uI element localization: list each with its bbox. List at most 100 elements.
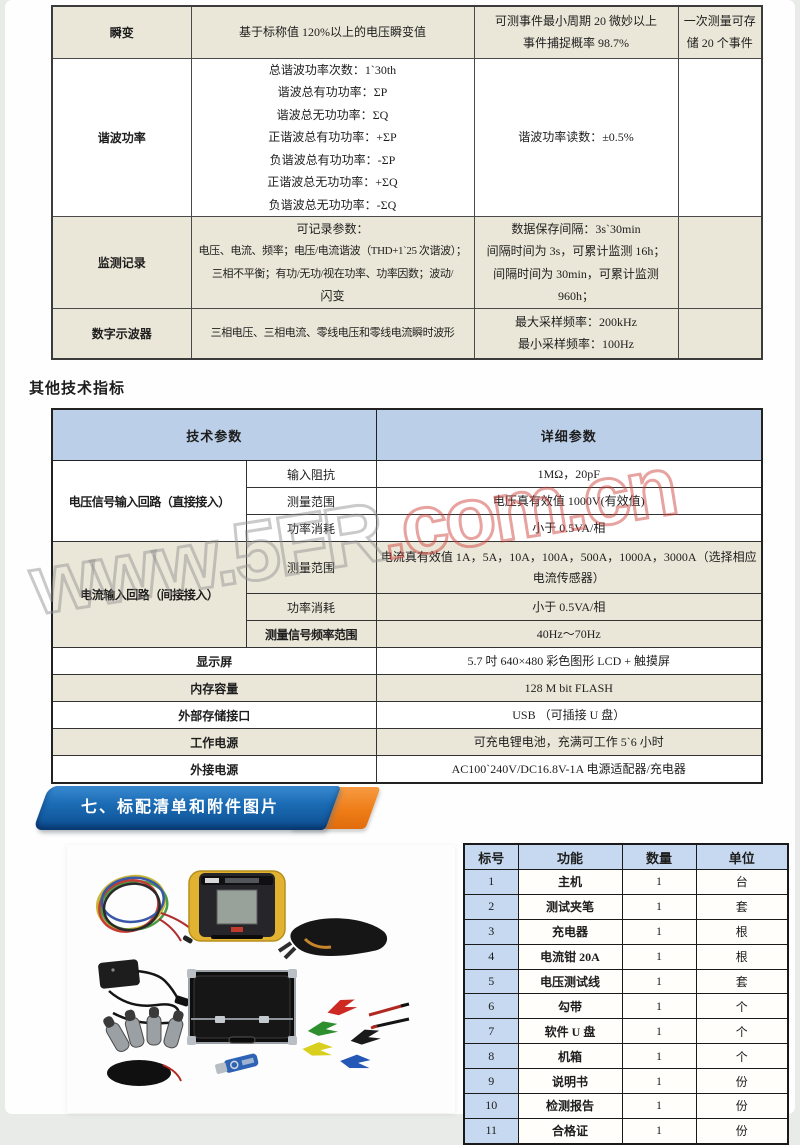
packing-cell-item: 软件 U 盘 <box>517 1018 623 1045</box>
packing-cell-item: 电流钳 20A <box>517 943 623 970</box>
tech-label-cell: 外部存储接口 <box>51 701 377 729</box>
cell-line: 电压、电流、频率；电压/电流谐波（THD+1`25 次谐波）； <box>198 245 467 257</box>
packing-cell-qty: 1 <box>621 943 697 970</box>
packing-header-row: 标号 功能 数量 单位 <box>463 843 789 870</box>
spec-cell-name: 瞬变 <box>51 5 192 59</box>
packing-cell-no: 5 <box>463 968 519 995</box>
product-photo <box>67 845 455 1113</box>
packing-row: 3 充电器 1 根 <box>463 918 789 945</box>
tech-row: 电压信号输入回路（直接接入） 输入阻抗 1MΩ，20pF <box>51 460 763 542</box>
cell-line: 总谐波功率次数：1`30th <box>268 62 397 77</box>
packing-header-no: 标号 <box>463 843 519 870</box>
packing-cell-qty: 1 <box>621 869 697 895</box>
spec-cell-note <box>677 57 763 217</box>
cell-line: 闪变 <box>320 289 345 303</box>
cell-line: 负谐波总有功功率：-ΣP <box>269 152 396 167</box>
packing-cell-no: 11 <box>463 1117 519 1145</box>
packing-row: 8 机箱 1 个 <box>463 1043 789 1070</box>
tech-label-cell: 外接电源 <box>51 755 377 784</box>
cell-line: 谐波功率读数：±0.5% <box>518 130 634 144</box>
packing-cell-unit: 个 <box>695 1043 789 1070</box>
packing-cell-no: 8 <box>463 1043 519 1070</box>
tech-label-cell: 内存容量 <box>51 674 377 702</box>
tech-label-cell: 工作电源 <box>51 728 377 756</box>
packing-cell-unit: 套 <box>695 893 789 920</box>
packing-cell-no: 9 <box>463 1068 519 1095</box>
packing-row: 11 合格证 1 份 <box>463 1117 789 1145</box>
packing-cell-no: 6 <box>463 993 519 1020</box>
tech-header-row: 技术参数 详细参数 <box>51 408 763 461</box>
packing-row: 10 检测报告 1 份 <box>463 1093 789 1119</box>
tech-row: 测量信号频率范围 40Hz～70Hz <box>52 620 763 648</box>
packing-cell-item: 充电器 <box>517 918 623 945</box>
packing-cell-no: 7 <box>463 1018 519 1045</box>
tech-value-cell: 小于 0.5VA/相 <box>375 593 763 621</box>
packing-cell-qty: 1 <box>621 993 697 1020</box>
spec-cell-name: 数字示波器 <box>51 308 192 359</box>
tech-group-cell: 电流输入回路（间接接入） <box>51 541 247 648</box>
cell-line: 基于标称值 120%以上的电压瞬变值 <box>239 25 426 39</box>
spec-cell-name: 监测记录 <box>51 216 192 309</box>
tech-param-cell: 输入阻抗 <box>245 460 377 488</box>
tech-param-cell: 功率消耗 <box>245 593 377 621</box>
tech-header-detail: 详细参数 <box>375 408 763 461</box>
packing-cell-item: 主机 <box>517 869 623 895</box>
tech-value-cell: 电压真有效值 1000V(有效值) <box>375 487 763 515</box>
tech-value-cell: AC100`240V/DC16.8V-1A 电源适配器/充电器 <box>375 755 763 784</box>
tech-row: 工作电源 可充电锂电池，充满可工作 5`6 小时 <box>51 728 763 756</box>
packing-header-item: 功能 <box>517 843 623 870</box>
spec-cell-desc: 可记录参数： 电压、电流、频率；电压/电流谐波（THD+1`25 次谐波）； 三相不… <box>190 216 475 309</box>
tech-table: 技术参数 详细参数 电压信号输入回路（直接接入） 输入阻抗 1MΩ，20pF 测量范围… <box>51 408 764 784</box>
spec-row: 数字示波器 三相电压、三相电流、零线电压和零线电流瞬时波形 最大采样频率：200kH… <box>51 308 763 359</box>
packing-row: 6 勾带 1 个 <box>463 993 789 1020</box>
packing-cell-item: 测试夹笔 <box>517 893 623 920</box>
packing-cell-unit: 个 <box>695 993 789 1020</box>
tech-value-cell: 128 M bit FLASH <box>375 674 763 702</box>
packing-cell-unit: 份 <box>695 1117 789 1145</box>
packing-cell-unit: 根 <box>695 918 789 945</box>
section-banner: 七、标配清单和附件图片 <box>32 786 387 836</box>
packing-cell-unit: 根 <box>695 943 789 970</box>
packing-cell-qty: 1 <box>621 1093 697 1119</box>
tech-param-cell: 测量范围 <box>245 487 377 515</box>
cell-line: 事件捕捉概率 98.7% <box>523 36 629 51</box>
tech-label-cell: 显示屏 <box>51 647 377 675</box>
usb-drive-illustration <box>215 1053 259 1074</box>
packing-cell-no: 10 <box>463 1093 519 1119</box>
packing-cell-unit: 个 <box>695 1018 789 1045</box>
tech-value-cell: 1MΩ，20pF <box>375 460 763 488</box>
packing-row: 9 说明书 1 份 <box>463 1068 789 1095</box>
test-leads-illustration <box>95 874 199 944</box>
tech-group-cell: 电压信号输入回路（直接接入） <box>51 460 247 542</box>
packing-cell-no: 2 <box>463 893 519 920</box>
packing-row: 2 测试夹笔 1 套 <box>463 893 789 920</box>
packing-cell-item: 合格证 <box>517 1117 623 1145</box>
tech-value-cell: USB （可插接 U 盘） <box>375 701 763 729</box>
cell-line: 数据保存间隔：3s`30min <box>511 221 641 236</box>
cell-line: 谐波总有功功率：ΣP <box>277 85 388 99</box>
cell-line: 最大采样频率：200kHz <box>515 314 637 329</box>
cell-line: 一次测量可存 <box>683 13 756 28</box>
main-device-illustration <box>188 870 286 942</box>
tech-row: 功率消耗 小于 0.5VA/相 <box>52 514 763 542</box>
other-specs-heading: 其他技术指标 <box>29 381 126 397</box>
spec-cell-desc: 总谐波功率次数：1`30th 谐波总有功功率：ΣP 谐波总无功功率：ΣQ 正谐波总有功… <box>190 57 475 217</box>
tech-value-cell: 5.7 吋 640×480 彩色图形 LCD + 触摸屏 <box>375 647 763 675</box>
spec-cell-accuracy: 可测事件最小周期 20 微妙以上 事件捕捉概率 98.7% <box>473 5 679 59</box>
tech-value-cell: 小于 0.5VA/相 <box>375 514 763 542</box>
cell-line: 可测事件最小周期 20 微妙以上 <box>494 13 657 28</box>
tech-value-cell: 可充电锂电池，充满可工作 5`6 小时 <box>375 728 763 756</box>
packing-cell-qty: 1 <box>621 968 697 995</box>
tech-row: 外部存储接口 USB （可插接 U 盘） <box>51 701 763 729</box>
packing-cell-qty: 1 <box>621 1117 697 1145</box>
current-clamps-illustration <box>103 1007 184 1086</box>
cell-line: 间隔时间为 3s，可累计监测 16h； <box>486 244 666 258</box>
packing-row: 4 电流钳 20A 1 根 <box>463 943 789 970</box>
packing-row: 5 电压测试线 1 套 <box>463 968 789 995</box>
packing-cell-item: 检测报告 <box>517 1093 623 1119</box>
tech-row: 显示屏 5.7 吋 640×480 彩色图形 LCD + 触摸屏 <box>51 647 763 675</box>
spec-cell-accuracy: 谐波功率读数：±0.5% <box>473 57 679 217</box>
packing-cell-item: 电压测试线 <box>517 968 623 995</box>
packing-header-qty: 数量 <box>621 843 697 870</box>
